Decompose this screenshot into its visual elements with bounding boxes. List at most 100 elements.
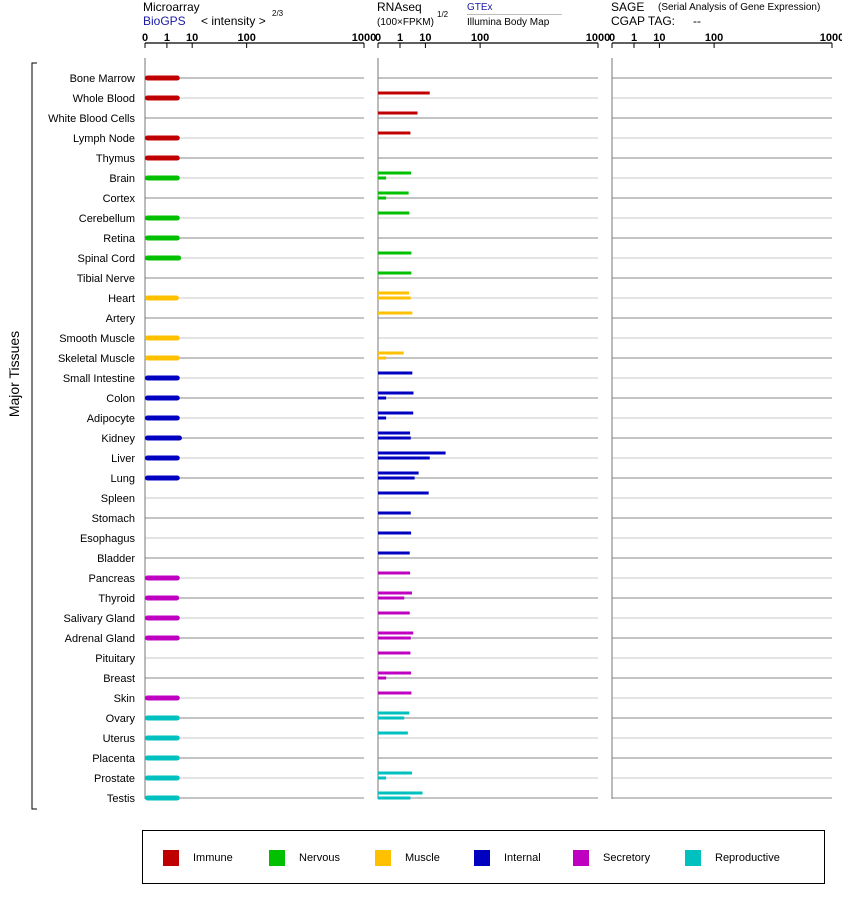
bar-illumina	[378, 716, 405, 720]
bar-illumina	[378, 436, 411, 440]
bar-illumina	[378, 356, 387, 360]
bar-illumina	[378, 676, 387, 680]
intensity-exponent: 2/3	[272, 9, 284, 18]
gtex-link[interactable]: GTEx	[467, 2, 493, 13]
bar-microarray	[145, 155, 180, 161]
cgap-tag-value: --	[693, 14, 701, 28]
x-tick-label: 0	[142, 32, 148, 44]
bar-microarray	[145, 695, 180, 701]
tissue-label: Brain	[109, 173, 135, 185]
gtex-divider	[467, 14, 562, 15]
cgap-tag-label: CGAP TAG:	[611, 14, 676, 28]
tissue-label: Adrenal Gland	[65, 633, 135, 645]
bar-illumina	[378, 396, 387, 400]
tissue-label: Liver	[111, 453, 135, 465]
x-tick-label: 10	[419, 32, 431, 44]
tissue-label: Retina	[103, 233, 136, 245]
bar-gtex	[378, 731, 408, 735]
bar-gtex	[378, 611, 410, 615]
x-tick-label: 1	[397, 32, 403, 44]
bar-gtex	[378, 671, 412, 675]
bar-gtex	[378, 571, 411, 575]
bar-microarray	[145, 295, 179, 301]
fpkm-label: (100×FPKM)	[377, 17, 434, 28]
tissue-label: White Blood Cells	[48, 113, 135, 125]
bar-gtex	[378, 191, 409, 195]
bar-gtex	[378, 291, 410, 295]
bar-illumina	[378, 296, 411, 300]
tissue-label: Prostate	[94, 773, 135, 785]
tissue-label: Skeletal Muscle	[58, 353, 135, 365]
legend-label-internal: Internal	[504, 852, 541, 864]
tissue-label: Spinal Cord	[78, 253, 135, 265]
tissue-label: Uterus	[103, 733, 136, 745]
bar-gtex	[378, 631, 414, 635]
bar-illumina	[378, 636, 411, 640]
tissue-label: Artery	[106, 313, 136, 325]
bar-microarray	[145, 235, 180, 241]
x-tick-label: 1000	[820, 32, 842, 44]
tissue-label: Small Intestine	[63, 373, 135, 385]
bar-microarray	[145, 475, 180, 481]
legend-label-immune: Immune	[193, 852, 233, 864]
bar-gtex	[378, 91, 430, 95]
bar-gtex	[378, 391, 414, 395]
bar-microarray	[145, 615, 180, 621]
labels-layer: Bone Marrow Whole Blood White Blood Cells L…	[48, 73, 136, 805]
bar-microarray	[145, 95, 180, 101]
legend: Immune Nervous Muscle Internal Secretory…	[142, 830, 825, 884]
bar-microarray	[145, 755, 180, 761]
bar-gtex	[378, 431, 411, 435]
bar-gtex	[378, 711, 410, 715]
bar-microarray	[145, 375, 180, 381]
bar-microarray	[145, 355, 180, 361]
x-tick-label: 100	[471, 32, 489, 44]
bar-gtex	[378, 271, 412, 275]
legend-swatch-secretory	[573, 850, 589, 866]
tissue-label: Stomach	[92, 513, 135, 525]
tissue-label: Lymph Node	[73, 133, 135, 145]
bar-gtex	[378, 171, 412, 175]
y-axis-label: Major Tissues	[6, 331, 22, 417]
bar-illumina	[378, 796, 411, 800]
tissue-label: Ovary	[106, 713, 136, 725]
x-tick-label: 10	[653, 32, 665, 44]
x-tick-label: 1000	[352, 32, 376, 44]
bar-microarray	[145, 595, 180, 601]
legend-label-nervous: Nervous	[299, 852, 340, 864]
tissue-label: Bone Marrow	[70, 73, 135, 85]
x-tick-label: 0	[375, 32, 381, 44]
tissue-label: Cortex	[103, 193, 136, 205]
bar-gtex	[378, 411, 414, 415]
fpkm-exponent: 1/2	[437, 10, 449, 19]
tissue-label: Smooth Muscle	[59, 333, 135, 345]
bar-illumina	[378, 476, 415, 480]
bar-microarray	[145, 795, 180, 801]
legend-swatch-immune	[163, 850, 179, 866]
bar-gtex	[378, 371, 413, 375]
bar-microarray	[145, 135, 180, 141]
bar-gtex	[378, 491, 429, 495]
bar-illumina	[378, 456, 430, 460]
x-tick-label: 100	[237, 32, 255, 44]
tissue-label: Lung	[111, 473, 135, 485]
tissue-label: Breast	[103, 673, 135, 685]
x-tick-label: 1000	[586, 32, 610, 44]
bar-microarray	[145, 435, 182, 441]
bar-microarray	[145, 335, 180, 341]
bar-microarray	[145, 215, 180, 221]
sage-title: SAGE	[611, 0, 645, 14]
x-tick-label: 100	[705, 32, 723, 44]
tissue-label: Pituitary	[95, 653, 135, 665]
sage-description: (Serial Analysis of Gene Expression)	[658, 2, 821, 13]
bar-gtex	[378, 111, 418, 115]
bars-layer	[145, 75, 446, 801]
legend-label-reproductive: Reproductive	[715, 852, 780, 864]
legend-swatch-internal	[474, 850, 490, 866]
bar-microarray	[145, 255, 182, 261]
x-tick-label: 0	[609, 32, 615, 44]
biogps-link[interactable]: BioGPS	[143, 14, 186, 28]
tissue-label: Thymus	[96, 153, 136, 165]
tissue-label: Colon	[106, 393, 135, 405]
bar-gtex	[378, 311, 413, 315]
